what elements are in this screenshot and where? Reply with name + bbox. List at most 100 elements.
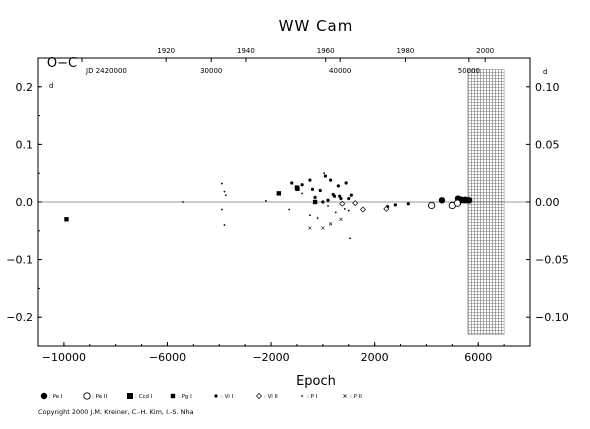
- data-point-p-i: [224, 194, 227, 196]
- year-tick-label: 1960: [317, 47, 335, 55]
- data-point-vi-ii: [352, 200, 359, 207]
- legend-marker: [170, 393, 176, 399]
- data-point-vi-i: [323, 174, 328, 178]
- right-units-label: d: [543, 68, 547, 76]
- jd-tick-label: 30000: [200, 67, 222, 75]
- axis-ticks: −10000 −6000 −2000 2000 6000 −0.2 −0.1 0.0 0.1 0.…: [6, 47, 568, 364]
- year-tick-label: 1980: [397, 47, 415, 55]
- jd-tick-label: 40000: [329, 67, 351, 75]
- data-point-p-i: [349, 237, 351, 240]
- data-point-vi-i: [300, 183, 304, 187]
- x-axis-title: Epoch: [296, 374, 336, 389]
- data-point-pg-i: [312, 199, 318, 205]
- data-point-vi-i: [344, 181, 348, 185]
- legend-label: : Ccd I: [135, 394, 153, 400]
- data-point-vi-i: [336, 184, 340, 188]
- data-point-vi-i: [290, 181, 294, 185]
- data-point-vi-i: [406, 202, 410, 206]
- legend-label: : Vi I: [221, 394, 234, 400]
- data-point-p-i: [347, 209, 350, 212]
- data-point-vi-i: [321, 200, 325, 204]
- data-point-vi-i: [329, 178, 333, 182]
- legend-label: : Vi II: [264, 394, 278, 400]
- data-point-vi-i: [310, 187, 315, 191]
- data-point-p-i: [301, 192, 304, 195]
- legend-marker: [127, 393, 133, 399]
- y-tick-label: −0.2: [6, 311, 33, 324]
- x-tick-label: −10000: [42, 351, 86, 364]
- right-y-tick-label: −0.05: [535, 254, 569, 267]
- data-point-vi-i: [349, 193, 353, 197]
- data-point-p-i: [308, 214, 311, 217]
- data-point-vi-ii: [339, 200, 346, 207]
- data-point-vi-ii: [359, 206, 366, 213]
- right-y-tick-label: 0.10: [535, 81, 560, 94]
- legend-marker: [343, 394, 347, 398]
- right-y-tick-label: −0.10: [535, 311, 569, 324]
- legend-label: : P II: [350, 394, 362, 400]
- y-tick-label: 0.0: [16, 196, 34, 209]
- data-point-vi-i: [331, 192, 335, 197]
- data-point-vi-i: [308, 178, 312, 182]
- x-tick-label: 6000: [464, 351, 492, 364]
- data-point-p-i: [223, 224, 226, 226]
- data-point-p-ii: [321, 226, 325, 230]
- year-tick-label: 1920: [157, 47, 175, 55]
- data-point-p-i: [223, 190, 226, 193]
- legend-marker: [256, 393, 262, 399]
- copyright-text: Copyright 2000 J.M. Kreiner, C.-H. Kim, …: [38, 408, 194, 416]
- x-tick-label: −6000: [149, 351, 186, 364]
- y-axis-title: O−C: [47, 56, 77, 71]
- data-point-p-i: [220, 182, 223, 185]
- data-point-p-i: [264, 199, 267, 202]
- legend-marker: [214, 394, 218, 398]
- data-point-vi-i: [326, 198, 330, 202]
- data-point-ccd-i: [463, 197, 470, 204]
- data-point-p-i: [316, 217, 319, 220]
- data-point-p-ii: [308, 226, 312, 230]
- right-y-tick-label: 0.05: [535, 138, 560, 151]
- data-point-vi-ii: [383, 205, 390, 212]
- legend-label: : Pe I: [49, 394, 63, 400]
- data-point-p-i: [182, 201, 184, 203]
- legend-marker: [83, 392, 91, 400]
- data-point-vi-i: [338, 194, 342, 198]
- legend-marker: [40, 392, 48, 400]
- data-point-p-i: [220, 208, 223, 211]
- data-point-vi-i: [347, 196, 351, 201]
- data-point-vi-i: [318, 188, 322, 193]
- y-tick-label: −0.1: [6, 254, 33, 267]
- chart-title: WW Cam: [279, 17, 354, 35]
- legend-label: : Pg I: [178, 394, 192, 400]
- y-tick-label: 0.1: [16, 138, 34, 151]
- data-point-p-i: [334, 211, 337, 214]
- data-point-ccd-i: [459, 197, 466, 204]
- data-points: [64, 172, 473, 240]
- data-point-p-i: [288, 208, 291, 211]
- data-point-pg-i: [64, 217, 69, 222]
- legend: : Pe I : Pe II : Ccd I : Pg I : Vi I : Vi II:…: [40, 392, 362, 400]
- x-tick-label: −2000: [252, 351, 289, 364]
- data-point-vi-i: [393, 203, 397, 207]
- data-point-pg-i: [295, 186, 300, 191]
- data-point-pe-i: [438, 197, 446, 204]
- y-tick-label: 0.2: [16, 81, 34, 94]
- right-y-tick-label: 0.00: [535, 196, 560, 209]
- data-point-p-i: [323, 172, 326, 175]
- legend-label: : P I: [307, 394, 318, 400]
- data-point-pg-i: [276, 191, 282, 196]
- data-point-p-i: [343, 208, 346, 210]
- legend-label: : Pe II: [92, 394, 107, 400]
- year-tick-label: 1940: [237, 47, 255, 55]
- data-point-p-i: [327, 205, 329, 207]
- jd-tick-label: JD 2420000: [85, 67, 127, 75]
- data-point-p-ii: [339, 217, 343, 221]
- data-point-pe-ii: [427, 201, 436, 210]
- x-tick-label: 2000: [361, 351, 389, 364]
- legend-marker: [301, 395, 303, 397]
- data-point-p-ii: [328, 222, 333, 226]
- left-units-label: d: [49, 82, 53, 90]
- year-tick-label: 2000: [476, 47, 494, 55]
